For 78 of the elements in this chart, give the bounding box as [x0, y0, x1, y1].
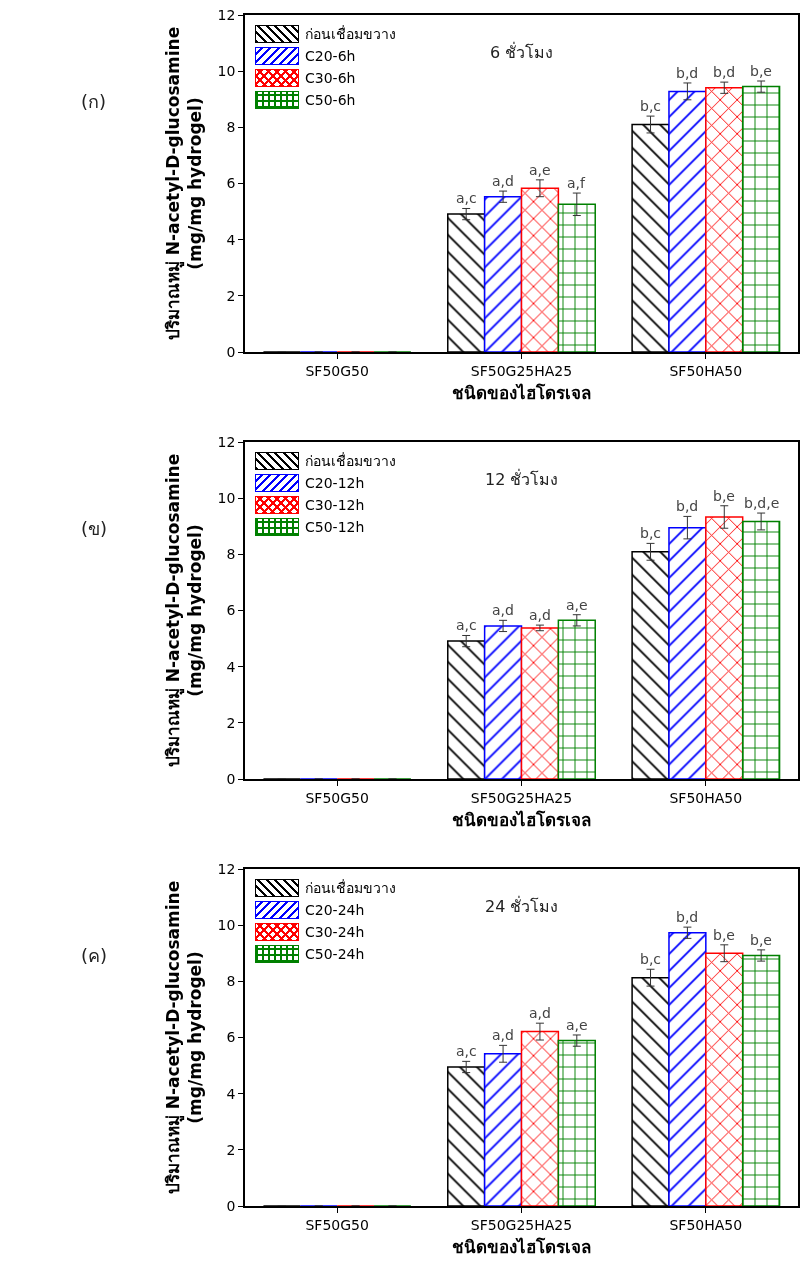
data-label: a,d [492, 173, 514, 189]
data-label: a,d [529, 1005, 551, 1021]
data-label: b,d [676, 909, 699, 925]
legend-label: C20-6h [305, 47, 356, 66]
data-label: b,d,e [744, 495, 780, 511]
y-tick-label: 8 [226, 546, 236, 563]
data-label: b,c [640, 951, 662, 967]
x-tick-label: SF50G25HA25 [470, 1216, 573, 1233]
data-label: a,e [566, 1017, 588, 1033]
legend-label: C50-6h [305, 91, 356, 110]
y-axis-title: ปริมาณหมู่ N-acetyl-D-glucosamine (mg/mg hydrogel) [162, 453, 205, 768]
data-label: a,e [529, 162, 551, 178]
text: (ค) [81, 945, 108, 966]
legend-label: ก่อนเชื่อมขวาง [305, 24, 396, 44]
text: 12 ชั่วโมง [485, 468, 559, 489]
y-tick-label: 6 [226, 175, 236, 192]
x-tick-label: SF50HA50 [669, 789, 743, 806]
data-label: a,d [492, 1027, 514, 1043]
x-tick-label: SF50G25HA25 [470, 362, 573, 379]
legend-label: C50-12h [305, 518, 365, 537]
x-tick-label: SF50G25HA25 [470, 789, 573, 806]
legend-label: C30-12h [305, 496, 365, 515]
data-label: b,c [640, 525, 662, 541]
legend-label: ก่อนเชื่อมขวาง [305, 451, 396, 471]
data-label: a,f [567, 175, 587, 191]
data-label: b,e [713, 927, 735, 943]
y-tick-label: 6 [226, 1029, 236, 1046]
y-tick-label: 10 [217, 917, 236, 934]
y-tick-label: 12 [217, 433, 236, 450]
text: (ข) [81, 518, 108, 539]
legend-label: C30-6h [305, 69, 356, 88]
data-label: a,e [566, 597, 588, 613]
x-axis-title: ชนิดของไฮโดรเจล [452, 1237, 591, 1258]
text: (ก) [81, 91, 107, 112]
y-tick-label: 2 [226, 714, 236, 731]
x-tick-label: SF50HA50 [669, 362, 743, 379]
y-tick-label: 4 [226, 1085, 236, 1102]
legend-label: C30-24h [305, 923, 365, 942]
y-axis-title: ปริมาณหมู่ N-acetyl-D-glucosamine (mg/mg hydrogel) [162, 26, 205, 341]
y-tick-label: 8 [226, 119, 236, 136]
data-label: a,c [456, 190, 477, 206]
y-tick-label: 8 [226, 973, 236, 990]
y-tick-label: 2 [226, 1141, 236, 1158]
x-tick-label: SF50G50 [305, 789, 369, 806]
data-label: a,d [529, 607, 551, 623]
data-label: b,d [713, 64, 736, 80]
data-label: b,d [676, 65, 699, 81]
text: 6 ชั่วโมง [490, 41, 554, 62]
data-label: a,d [492, 602, 514, 618]
data-label: b,d [676, 498, 699, 514]
legend-label: C20-24h [305, 901, 365, 920]
text: 24 ชั่วโมง [485, 895, 559, 916]
data-label: b,e [713, 488, 735, 504]
legend-label: C20-12h [305, 474, 365, 493]
y-tick-label: 0 [226, 1197, 236, 1214]
x-tick-label: SF50G50 [305, 1216, 369, 1233]
data-label: b,e [750, 932, 772, 948]
x-tick-label: SF50HA50 [669, 1216, 743, 1233]
x-axis-title: ชนิดของไฮโดรเจล [452, 810, 591, 831]
data-label: b,e [750, 63, 772, 79]
y-tick-label: 10 [217, 63, 236, 80]
x-tick-label: SF50G50 [305, 362, 369, 379]
data-label: b,c [640, 98, 662, 114]
data-label: a,c [456, 617, 477, 633]
y-tick-label: 0 [226, 770, 236, 787]
y-tick-label: 6 [226, 602, 236, 619]
y-tick-label: 2 [226, 287, 236, 304]
legend-label: C50-24h [305, 945, 365, 964]
y-tick-label: 10 [217, 490, 236, 507]
legend-label: ก่อนเชื่อมขวาง [305, 878, 396, 898]
x-axis-title: ชนิดของไฮโดรเจล [452, 383, 591, 404]
data-label: a,c [456, 1043, 477, 1059]
y-tick-label: 12 [217, 860, 236, 877]
y-tick-label: 12 [217, 6, 236, 23]
y-tick-label: 4 [226, 658, 236, 675]
y-tick-label: 0 [226, 343, 236, 360]
y-tick-label: 4 [226, 231, 236, 248]
y-axis-title: ปริมาณหมู่ N-acetyl-D-glucosamine (mg/mg hydrogel) [162, 880, 205, 1195]
